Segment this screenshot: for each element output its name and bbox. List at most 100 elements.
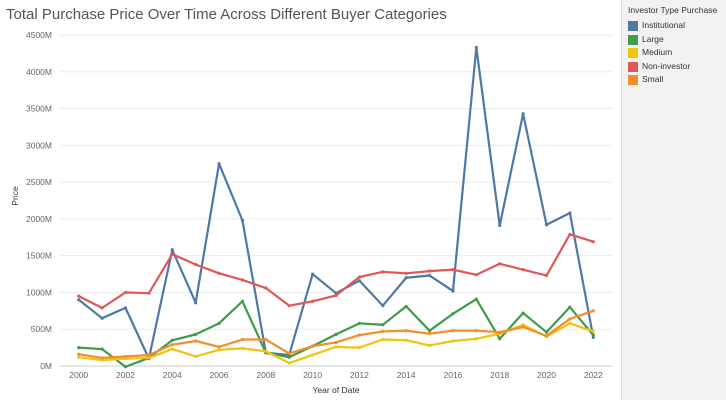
data-point-medium[interactable] (170, 347, 174, 351)
data-point-non-investor[interactable] (381, 270, 385, 274)
data-point-large[interactable] (357, 321, 361, 325)
data-point-small[interactable] (311, 344, 315, 348)
data-point-small[interactable] (381, 329, 385, 334)
data-point-small[interactable] (498, 330, 502, 334)
data-point-large[interactable] (170, 338, 174, 342)
data-point-large[interactable] (544, 330, 549, 334)
data-point-large[interactable] (498, 337, 502, 341)
data-point-small[interactable] (427, 332, 432, 336)
data-point-institutional[interactable] (217, 162, 221, 166)
data-point-institutional[interactable] (544, 223, 549, 227)
data-point-non-investor[interactable] (170, 252, 174, 256)
data-point-medium[interactable] (568, 321, 572, 325)
data-point-small[interactable] (217, 345, 221, 349)
data-point-large[interactable] (217, 321, 221, 325)
data-point-non-investor[interactable] (287, 304, 291, 308)
data-point-non-investor[interactable] (240, 278, 245, 282)
data-point-non-investor[interactable] (521, 268, 525, 272)
data-point-medium[interactable] (357, 346, 361, 350)
data-point-institutional[interactable] (404, 276, 408, 280)
data-point-large[interactable] (521, 311, 525, 315)
data-point-non-investor[interactable] (591, 240, 595, 244)
data-point-large[interactable] (381, 323, 385, 327)
data-point-non-investor[interactable] (498, 262, 502, 266)
data-point-medium[interactable] (334, 345, 338, 349)
data-point-medium[interactable] (100, 358, 104, 362)
data-point-small[interactable] (451, 329, 455, 333)
data-point-small[interactable] (123, 354, 128, 359)
data-point-small[interactable] (77, 352, 81, 356)
data-point-non-investor[interactable] (544, 273, 549, 278)
data-point-small[interactable] (194, 339, 198, 343)
data-point-medium[interactable] (311, 353, 315, 357)
data-point-non-investor[interactable] (451, 268, 455, 272)
data-point-small[interactable] (568, 317, 572, 321)
data-point-medium[interactable] (77, 355, 81, 359)
data-point-institutional[interactable] (100, 316, 104, 320)
data-point-institutional[interactable] (521, 112, 525, 116)
data-point-small[interactable] (544, 334, 549, 338)
data-point-small[interactable] (100, 356, 104, 360)
data-point-small[interactable] (474, 329, 478, 333)
data-point-large[interactable] (287, 355, 291, 359)
data-point-medium[interactable] (404, 338, 408, 342)
data-point-non-investor[interactable] (147, 291, 151, 295)
data-point-non-investor[interactable] (404, 271, 408, 275)
data-point-non-investor[interactable] (311, 299, 315, 303)
data-point-non-investor[interactable] (357, 275, 361, 279)
data-point-large[interactable] (474, 297, 478, 301)
data-point-non-investor[interactable] (217, 271, 221, 275)
data-point-small[interactable] (264, 337, 268, 342)
data-point-non-investor[interactable] (194, 262, 198, 267)
data-point-institutional[interactable] (194, 301, 198, 305)
data-point-large[interactable] (194, 332, 198, 336)
data-point-medium[interactable] (287, 361, 291, 365)
data-point-institutional[interactable] (498, 223, 502, 228)
data-point-institutional[interactable] (591, 335, 595, 339)
data-point-medium[interactable] (474, 337, 478, 341)
data-point-institutional[interactable] (240, 218, 245, 222)
data-point-large[interactable] (100, 347, 104, 351)
data-point-institutional[interactable] (77, 298, 81, 302)
data-point-large[interactable] (123, 365, 128, 369)
data-point-medium[interactable] (217, 348, 221, 352)
data-point-institutional[interactable] (357, 279, 361, 283)
data-point-institutional[interactable] (427, 273, 432, 278)
data-point-non-investor[interactable] (100, 306, 104, 310)
data-point-large[interactable] (404, 304, 408, 309)
data-point-non-investor[interactable] (77, 294, 81, 298)
data-point-small[interactable] (170, 343, 174, 347)
data-point-institutional[interactable] (170, 248, 174, 252)
data-point-medium[interactable] (194, 354, 198, 359)
data-point-large[interactable] (334, 332, 338, 336)
data-point-institutional[interactable] (451, 289, 455, 293)
data-point-large[interactable] (77, 346, 81, 350)
data-point-small[interactable] (591, 309, 595, 313)
data-point-small[interactable] (521, 325, 525, 329)
data-point-large[interactable] (240, 299, 245, 303)
data-point-large[interactable] (451, 312, 455, 316)
data-point-small[interactable] (240, 337, 245, 342)
data-point-medium[interactable] (427, 343, 432, 348)
data-point-non-investor[interactable] (427, 269, 432, 273)
data-point-medium[interactable] (591, 329, 595, 334)
data-point-small[interactable] (404, 329, 408, 333)
data-point-institutional[interactable] (568, 211, 572, 215)
data-point-small[interactable] (334, 340, 338, 345)
data-point-non-investor[interactable] (334, 293, 338, 297)
data-point-medium[interactable] (381, 337, 385, 342)
data-point-small[interactable] (147, 353, 151, 357)
series-line-institutional[interactable] (77, 46, 595, 360)
data-point-small[interactable] (357, 333, 361, 337)
data-point-large[interactable] (427, 329, 432, 333)
data-point-non-investor[interactable] (568, 232, 572, 236)
data-point-institutional[interactable] (381, 304, 385, 308)
data-point-medium[interactable] (451, 339, 455, 343)
data-point-non-investor[interactable] (264, 286, 268, 290)
data-point-non-investor[interactable] (474, 273, 478, 277)
data-point-institutional[interactable] (474, 45, 478, 50)
data-point-small[interactable] (287, 351, 291, 356)
data-point-medium[interactable] (123, 357, 128, 361)
data-point-medium[interactable] (147, 356, 151, 360)
data-point-institutional[interactable] (311, 272, 315, 276)
